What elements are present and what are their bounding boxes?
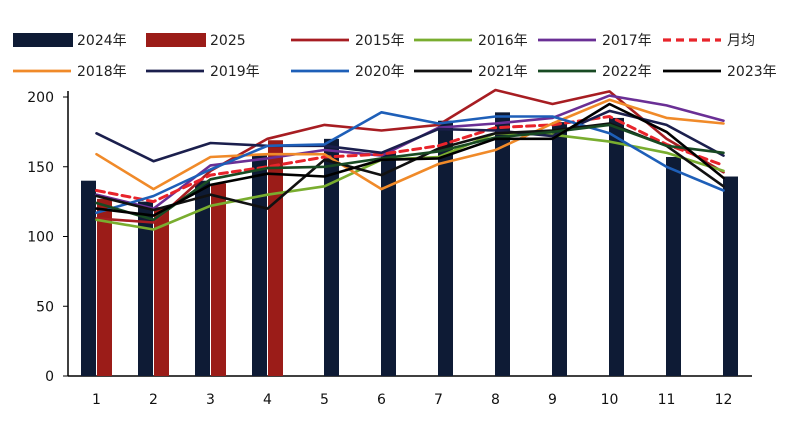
legend-item: 2022年 — [538, 64, 652, 80]
legend-item: 2020年 — [291, 64, 405, 80]
legend-label: 2025 — [210, 33, 246, 49]
bar-2024-12 — [723, 176, 738, 376]
legend-label: 2021年 — [478, 64, 528, 80]
bar-2024-7 — [438, 120, 453, 376]
bar-2024-2 — [138, 201, 153, 376]
bar-2025-2 — [154, 207, 169, 376]
legend-label: 2023年 — [727, 64, 777, 80]
bar-2025-3 — [211, 183, 226, 376]
line-series-6 — [95, 111, 725, 215]
bar-2024-4 — [252, 155, 267, 376]
line-series-5 — [95, 109, 725, 163]
bar-2024-6 — [381, 152, 396, 376]
legend-item: 2021年 — [414, 64, 528, 80]
legend-item: 月均 — [663, 33, 755, 49]
legend-label: 2017年 — [602, 33, 652, 49]
legend-label: 月均 — [727, 33, 755, 49]
x-tick-label: 12 — [715, 392, 733, 408]
legend-item: 2024年 — [13, 33, 127, 49]
bar-2025-1 — [97, 198, 112, 376]
legend-swatch — [146, 33, 206, 47]
x-tick-label: 1 — [92, 392, 101, 408]
line-series-0 — [95, 88, 725, 224]
y-tick-label: 50 — [36, 299, 54, 315]
line-series-8 — [95, 123, 725, 222]
legend-item: 2023年 — [663, 64, 777, 80]
bar-2024-9 — [552, 122, 567, 376]
legend-item: 2018年 — [13, 64, 127, 80]
y-tick-label: 0 — [45, 369, 54, 385]
x-tick-label: 10 — [601, 392, 619, 408]
x-tick-label: 3 — [206, 392, 215, 408]
x-tick-label: 11 — [658, 392, 676, 408]
legend-label: 2020年 — [355, 64, 405, 80]
x-tick-label: 5 — [320, 392, 329, 408]
x-tick-label: 9 — [548, 392, 557, 408]
legend-item: 2017年 — [538, 33, 652, 49]
legend-item: 2025 — [146, 33, 246, 49]
x-tick-label: 2 — [149, 392, 158, 408]
line-series-9 — [95, 102, 725, 217]
x-tick-label: 7 — [434, 392, 443, 408]
x-tick-label: 8 — [491, 392, 500, 408]
legend: 2024年 2025 2015年 2016年 2017年 月均 2018年 2019年 2020… — [13, 33, 777, 80]
line-series-3 — [95, 115, 725, 204]
y-tick-label: 200 — [27, 90, 54, 106]
legend-label: 2016年 — [478, 33, 528, 49]
bar-2024-10 — [609, 117, 624, 377]
legend-item: 2019年 — [146, 64, 260, 80]
legend-label: 2018年 — [77, 64, 127, 80]
bar-2024-3 — [195, 180, 210, 376]
legend-item: 2015年 — [291, 33, 405, 49]
legend-label: 2024年 — [77, 33, 127, 49]
x-tick-label: 4 — [263, 392, 272, 408]
legend-item: 2016年 — [414, 33, 528, 49]
bar-2024-1 — [81, 180, 96, 376]
x-tick-label: 6 — [377, 392, 386, 408]
legend-label: 2019年 — [210, 64, 260, 80]
legend-label: 2022年 — [602, 64, 652, 80]
bar-2024-5 — [324, 138, 339, 376]
y-tick-label: 150 — [27, 160, 54, 176]
legend-swatch — [13, 33, 73, 47]
line-series-4 — [95, 98, 725, 191]
bar-2024-11 — [666, 156, 681, 376]
y-tick-label: 100 — [27, 230, 54, 246]
legend-label: 2015年 — [355, 33, 405, 49]
bar-2024-8 — [495, 112, 510, 376]
